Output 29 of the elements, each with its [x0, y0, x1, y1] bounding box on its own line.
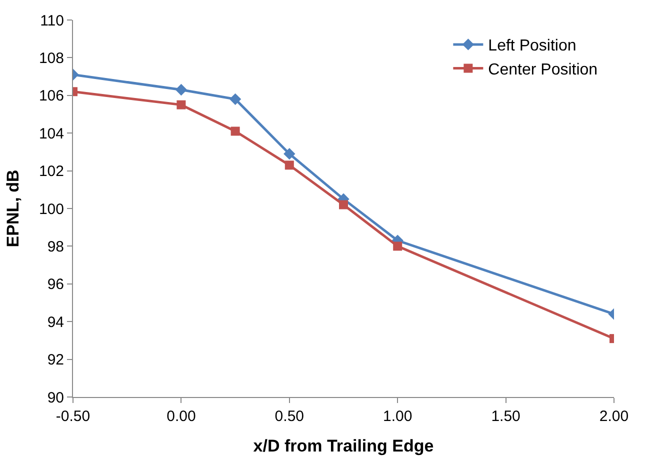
- point: [230, 126, 240, 136]
- x-tick-label: 2.00: [599, 408, 629, 425]
- y-tick-label: 104: [38, 125, 64, 142]
- x-tick-label: 0.50: [274, 408, 304, 425]
- point: [393, 242, 402, 251]
- x-tick-label: 1.50: [491, 408, 520, 425]
- y-tick-label: 102: [38, 163, 64, 180]
- x-tick-label: -0.50: [56, 408, 90, 425]
- x-axis-title: x/D from Trailing Edge: [253, 436, 434, 456]
- x-tick-label: 0.00: [166, 408, 196, 425]
- point: [175, 84, 188, 96]
- y-tick-label: 92: [47, 352, 64, 369]
- y-axis-title: EPNL, dB: [4, 170, 23, 248]
- point: [339, 200, 348, 210]
- legend-label: Center Position: [488, 61, 598, 78]
- y-tick-label: 98: [47, 238, 64, 256]
- y-tick-label: 110: [40, 12, 64, 30]
- y-tick-label: 94: [47, 314, 64, 331]
- point: [176, 100, 186, 110]
- y-tick-label: 90: [47, 389, 64, 406]
- point: [229, 93, 242, 106]
- y-tick-label: 96: [47, 276, 64, 294]
- legend-label: Left Position: [488, 38, 576, 55]
- y-tick-label: 106: [38, 88, 64, 105]
- point: [284, 148, 296, 160]
- y-tick-label: 100: [38, 200, 64, 218]
- point: [284, 160, 294, 170]
- y-tick-label: 108: [38, 50, 64, 67]
- x-tick-label: 1.00: [383, 408, 412, 425]
